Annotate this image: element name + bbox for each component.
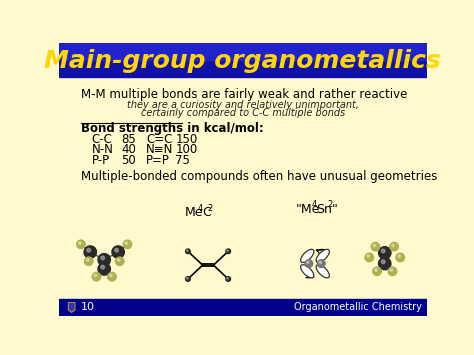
- Text: C-C: C-C: [92, 133, 113, 146]
- Bar: [59, 43, 427, 77]
- Ellipse shape: [301, 249, 314, 262]
- Circle shape: [123, 240, 132, 248]
- Text: certainly compared to C-C multiple bonds: certainly compared to C-C multiple bonds: [141, 108, 345, 118]
- Circle shape: [374, 269, 377, 271]
- Circle shape: [382, 260, 385, 264]
- Text: 150: 150: [175, 133, 198, 146]
- Circle shape: [187, 278, 188, 279]
- Circle shape: [98, 253, 110, 266]
- Text: 10: 10: [81, 302, 95, 312]
- Circle shape: [390, 242, 398, 251]
- Text: they are a curiosity and relatively unimportant,: they are a curiosity and relatively unim…: [127, 100, 359, 110]
- Text: C=C: C=C: [146, 133, 173, 146]
- Circle shape: [373, 267, 381, 275]
- Circle shape: [108, 272, 116, 281]
- Text: 2: 2: [207, 203, 212, 213]
- Circle shape: [186, 277, 190, 281]
- Text: "Me: "Me: [296, 203, 320, 216]
- Ellipse shape: [316, 265, 329, 278]
- Text: Main-group organometallics: Main-group organometallics: [45, 49, 441, 73]
- Circle shape: [187, 250, 188, 251]
- Text: 4: 4: [312, 201, 317, 209]
- Circle shape: [319, 261, 321, 264]
- Circle shape: [227, 278, 228, 279]
- Ellipse shape: [316, 249, 329, 262]
- Circle shape: [109, 274, 112, 277]
- Circle shape: [92, 272, 100, 281]
- Text: 40: 40: [121, 143, 136, 157]
- Circle shape: [227, 250, 228, 251]
- Circle shape: [307, 261, 309, 264]
- Circle shape: [367, 255, 369, 257]
- Circle shape: [118, 259, 120, 261]
- Circle shape: [305, 260, 313, 267]
- Text: C: C: [202, 206, 210, 219]
- Bar: [59, 43, 427, 60]
- Text: Bond strengths in kcal/mol:: Bond strengths in kcal/mol:: [81, 122, 264, 135]
- Ellipse shape: [301, 265, 314, 278]
- Circle shape: [79, 242, 81, 244]
- Circle shape: [390, 269, 393, 271]
- Circle shape: [365, 253, 374, 262]
- Text: 85: 85: [121, 133, 136, 146]
- Circle shape: [186, 249, 190, 253]
- Circle shape: [115, 248, 118, 252]
- Text: Me: Me: [185, 206, 203, 219]
- Text: 4: 4: [198, 203, 203, 213]
- Circle shape: [84, 246, 96, 258]
- Circle shape: [77, 240, 85, 248]
- Text: P=P: P=P: [146, 154, 170, 167]
- Bar: [59, 299, 427, 316]
- Text: 100: 100: [175, 143, 198, 157]
- Circle shape: [101, 265, 104, 269]
- Text: Multiple-bonded compounds often have unusual geometries: Multiple-bonded compounds often have unu…: [81, 170, 438, 183]
- Circle shape: [84, 257, 93, 266]
- Text: 75: 75: [175, 154, 191, 167]
- Circle shape: [371, 242, 380, 251]
- Text: P-P: P-P: [92, 154, 110, 167]
- Circle shape: [317, 260, 325, 267]
- Circle shape: [382, 249, 385, 253]
- Circle shape: [379, 247, 391, 259]
- Text: ": ": [331, 203, 337, 216]
- Circle shape: [388, 267, 397, 275]
- Circle shape: [379, 257, 391, 270]
- Circle shape: [125, 242, 128, 244]
- Polygon shape: [69, 304, 74, 311]
- Text: Organometallic Chemistry: Organometallic Chemistry: [294, 302, 422, 312]
- Text: N≡N: N≡N: [146, 143, 173, 157]
- Circle shape: [373, 244, 376, 247]
- Circle shape: [94, 274, 97, 277]
- Text: 2: 2: [328, 201, 333, 209]
- Circle shape: [396, 253, 404, 262]
- Text: 50: 50: [121, 154, 136, 167]
- Text: Sn: Sn: [316, 203, 332, 216]
- Circle shape: [86, 259, 89, 261]
- Circle shape: [112, 246, 124, 258]
- Circle shape: [87, 248, 91, 252]
- Circle shape: [101, 256, 104, 260]
- Polygon shape: [69, 303, 75, 312]
- Circle shape: [398, 255, 401, 257]
- Text: N-N: N-N: [92, 143, 114, 157]
- Text: M-M multiple bonds are fairly weak and rather reactive: M-M multiple bonds are fairly weak and r…: [81, 88, 407, 101]
- Circle shape: [98, 263, 110, 275]
- Circle shape: [226, 249, 230, 253]
- Circle shape: [392, 244, 394, 247]
- Circle shape: [226, 277, 230, 281]
- Circle shape: [116, 257, 124, 266]
